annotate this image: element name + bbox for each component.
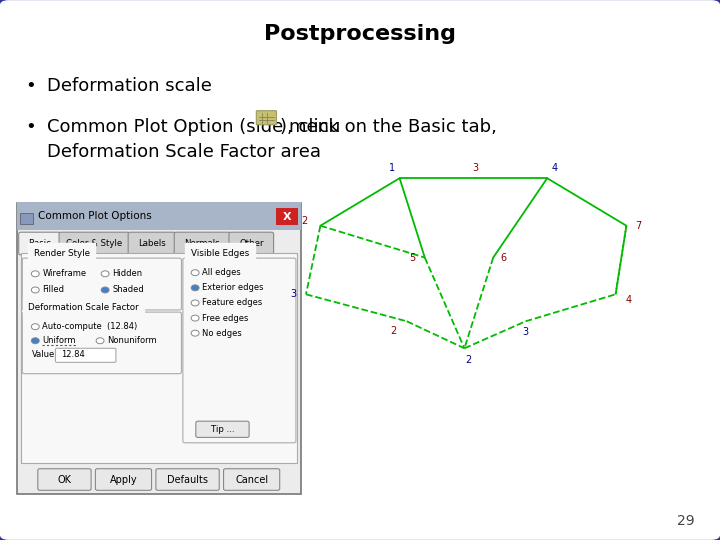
Circle shape: [96, 338, 104, 344]
FancyBboxPatch shape: [256, 111, 276, 125]
Text: Apply: Apply: [109, 475, 138, 484]
Bar: [17, 202, 301, 230]
Text: 7: 7: [635, 221, 641, 231]
Text: 2: 2: [465, 355, 471, 365]
Text: 1: 1: [390, 164, 395, 173]
Text: 3: 3: [472, 164, 478, 173]
FancyBboxPatch shape: [96, 469, 152, 490]
Text: 5: 5: [409, 253, 415, 262]
Text: Deformation scale: Deformation scale: [47, 77, 212, 94]
Text: Auto-compute  (12.84): Auto-compute (12.84): [42, 322, 138, 331]
Text: 4: 4: [552, 164, 557, 173]
Text: Shaded: Shaded: [112, 286, 144, 294]
Text: Value:: Value:: [32, 350, 58, 359]
Circle shape: [192, 330, 199, 336]
Circle shape: [192, 300, 199, 306]
Text: 4: 4: [626, 295, 631, 305]
Text: 3: 3: [523, 327, 528, 337]
Text: Cancel: Cancel: [235, 475, 269, 484]
FancyBboxPatch shape: [196, 421, 249, 437]
Text: Postprocessing: Postprocessing: [264, 24, 456, 44]
Text: Uniform: Uniform: [42, 336, 76, 345]
Text: Filled: Filled: [42, 286, 65, 294]
Text: Exterior edges: Exterior edges: [202, 284, 264, 292]
Text: 2: 2: [302, 217, 307, 226]
Text: 29: 29: [678, 514, 695, 528]
Text: All edges: All edges: [202, 268, 241, 277]
Circle shape: [32, 287, 40, 293]
Text: OK: OK: [58, 475, 71, 484]
Text: Deformation Scale Factor: Deformation Scale Factor: [28, 302, 139, 312]
Circle shape: [192, 270, 199, 276]
FancyBboxPatch shape: [223, 469, 280, 490]
Text: No edges: No edges: [202, 329, 242, 338]
Text: Visible Edges: Visible Edges: [191, 248, 249, 258]
Circle shape: [192, 315, 199, 321]
FancyBboxPatch shape: [128, 232, 176, 255]
Text: ), click on the Basic tab,: ), click on the Basic tab,: [280, 118, 497, 136]
Text: 3: 3: [290, 289, 296, 299]
Text: Common Plot Option (side menu: Common Plot Option (side menu: [47, 118, 346, 136]
FancyBboxPatch shape: [19, 232, 60, 255]
Text: 12.84: 12.84: [61, 350, 85, 359]
FancyBboxPatch shape: [59, 232, 130, 255]
Circle shape: [102, 287, 109, 293]
FancyBboxPatch shape: [38, 469, 91, 490]
Text: 2: 2: [391, 326, 397, 336]
Text: Tip ...: Tip ...: [211, 425, 234, 434]
Bar: [20, 213, 33, 224]
FancyBboxPatch shape: [174, 232, 230, 255]
Circle shape: [32, 338, 40, 344]
Text: 6: 6: [500, 253, 506, 262]
Text: Free edges: Free edges: [202, 314, 248, 322]
Text: Labels: Labels: [138, 239, 166, 248]
Text: X: X: [283, 212, 292, 221]
Text: Wireframe: Wireframe: [42, 269, 86, 278]
Circle shape: [192, 285, 199, 291]
FancyBboxPatch shape: [229, 232, 274, 255]
Text: Render Style: Render Style: [34, 248, 90, 258]
Text: Other: Other: [239, 239, 264, 248]
Text: •: •: [25, 77, 36, 94]
Text: Deformation Scale Factor area: Deformation Scale Factor area: [47, 143, 321, 161]
Text: Common Plot Options: Common Plot Options: [38, 211, 152, 221]
Bar: [276, 208, 298, 225]
Text: Basic: Basic: [28, 239, 51, 248]
Text: Nonuniform: Nonuniform: [107, 336, 157, 345]
Text: •: •: [25, 118, 36, 136]
Text: Normals: Normals: [184, 239, 220, 248]
Text: Hidden: Hidden: [112, 269, 143, 278]
Circle shape: [102, 271, 109, 277]
Bar: [21, 253, 297, 463]
FancyBboxPatch shape: [17, 202, 301, 494]
Circle shape: [32, 324, 40, 329]
FancyBboxPatch shape: [55, 348, 116, 362]
Circle shape: [32, 271, 40, 277]
Text: Color & Style: Color & Style: [66, 239, 122, 248]
FancyBboxPatch shape: [156, 469, 220, 490]
Text: Feature edges: Feature edges: [202, 299, 263, 307]
Text: Defaults: Defaults: [167, 475, 208, 484]
